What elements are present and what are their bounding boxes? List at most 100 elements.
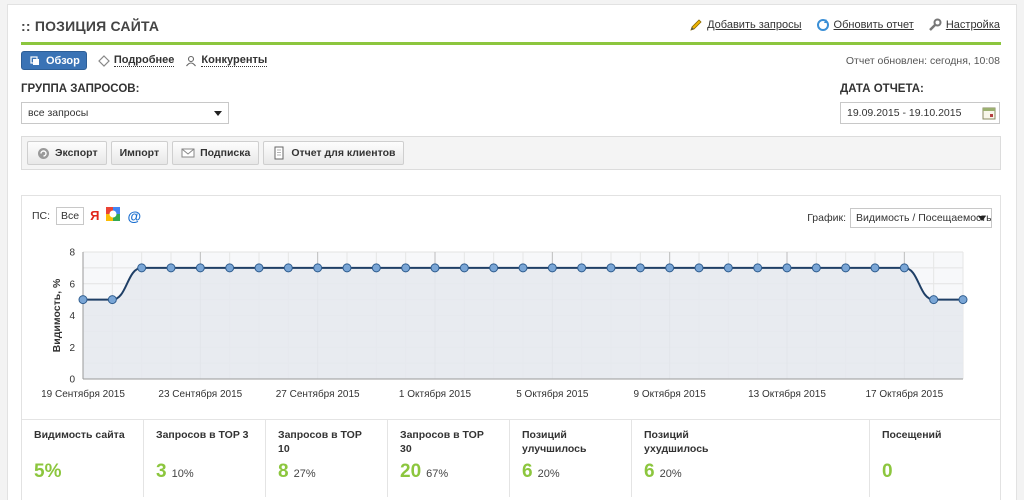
add-queries-link[interactable]: Добавить запросы [689, 18, 802, 32]
stat-percent: 67% [426, 468, 449, 480]
x-tick-label: 1 Октября 2015 [399, 388, 472, 400]
stat-value: 5% [34, 461, 62, 482]
data-point [518, 263, 528, 273]
client-report-button[interactable]: Отчет для клиентов [263, 141, 405, 165]
chevron-down-icon [978, 216, 986, 221]
report-date-field[interactable]: 19.09.2015 - 19.10.2015 [840, 102, 1000, 124]
stat-top3: Запросов в TOP 3 3 10% [144, 420, 266, 497]
stats-row: Видимость сайта 5% Запросов в TOP 3 3 10%… [22, 419, 1000, 497]
actions-toolbar: Экспорт Импорт Подписка Отчет для клиент… [21, 136, 1001, 170]
google-icon[interactable] [105, 206, 121, 225]
y-tick-label: 2 [69, 343, 75, 354]
export-button[interactable]: Экспорт [27, 141, 107, 165]
calendar-icon[interactable] [982, 106, 996, 120]
add-queries-label: Добавить запросы [707, 19, 802, 31]
refresh-report-link[interactable]: Обновить отчет [816, 18, 914, 32]
header-divider [21, 42, 1001, 45]
tab-details[interactable]: Подробнее [97, 54, 175, 68]
mail-icon [181, 146, 195, 160]
report-date-label: ДАТА ОТЧЕТА: [840, 83, 924, 95]
data-point [635, 263, 645, 273]
visibility-chart: 0 2 4 6 8 Видимость, % 19 Сентября 2015 23 Сент… [42, 248, 968, 400]
y-tick-label: 0 [69, 375, 75, 386]
document-icon [272, 146, 286, 160]
data-point [577, 263, 587, 273]
stat-improved: Позиций улучшилось 6 20% [510, 420, 632, 497]
x-tick-label: 19 Сентября 2015 [42, 388, 125, 400]
wrench-icon [928, 18, 942, 32]
data-point [606, 263, 616, 273]
report-tabs: Обзор Подробнее Конкуренты [21, 51, 268, 70]
data-point [958, 295, 968, 305]
export-icon [36, 146, 50, 160]
stat-visibility: Видимость сайта 5% [22, 420, 144, 497]
pencil-icon [689, 18, 703, 32]
export-label: Экспорт [55, 147, 98, 159]
stat-top10: Запросов в TOP 10 8 27% [266, 420, 388, 497]
x-tick-label: 13 Октября 2015 [748, 388, 826, 400]
engine-all-button[interactable]: Все [56, 206, 85, 225]
data-point [841, 263, 851, 273]
y-tick-label: 6 [69, 279, 75, 290]
data-point [811, 263, 821, 273]
data-point [107, 295, 117, 305]
settings-link[interactable]: Настройка [928, 18, 1000, 32]
x-tick-label: 27 Сентября 2015 [276, 388, 360, 400]
subscription-button[interactable]: Подписка [172, 141, 260, 165]
data-point [694, 263, 704, 273]
tab-details-label: Подробнее [113, 54, 175, 67]
report-date-value: 19.09.2015 - 19.10.2015 [847, 107, 962, 119]
tab-overview-label: Обзор [46, 54, 80, 67]
y-tick-label: 4 [69, 311, 75, 322]
graph-type-value: Видимость / Посещаемость [856, 212, 992, 224]
google-logo [106, 207, 121, 221]
client-report-label: Отчет для клиентов [291, 147, 396, 159]
refresh-report-label: Обновить отчет [833, 19, 914, 31]
chevron-down-icon [214, 111, 222, 116]
stat-value: 8 [278, 461, 289, 482]
mail-ru-icon[interactable]: @ [127, 207, 142, 224]
query-group-value: все запросы [28, 107, 89, 119]
stat-label: Запросов в TOP 10 [278, 429, 362, 455]
data-point [929, 295, 939, 305]
data-point [371, 263, 381, 273]
y-axis-label: Видимость, % [51, 278, 63, 352]
import-label: Импорт [119, 147, 160, 159]
stat-label: Посещений [882, 429, 942, 441]
data-point [430, 263, 440, 273]
stat-percent: 20% [659, 468, 682, 480]
data-point [723, 263, 733, 273]
chart-panel: ПС: Все Я @ График: Видимость / Посещаем… [21, 195, 1001, 500]
competitors-icon [184, 54, 198, 68]
stat-declined: Позиций ухудшилось 6 20% [632, 420, 870, 497]
yandex-icon[interactable]: Я [90, 208, 100, 223]
query-group-select[interactable]: все запросы [21, 102, 229, 124]
overview-icon [28, 54, 42, 68]
tab-competitors[interactable]: Конкуренты [184, 54, 268, 68]
stat-top30: Запросов в TOP 30 20 67% [388, 420, 510, 497]
x-tick-label: 23 Сентября 2015 [158, 388, 242, 400]
stat-percent: 27% [293, 468, 316, 480]
graph-type-select[interactable]: Видимость / Посещаемость [850, 208, 992, 228]
stat-value: 6 [522, 461, 533, 482]
ps-label: ПС: [32, 209, 51, 222]
import-button[interactable]: Импорт [110, 141, 169, 165]
page-title: :: ПОЗИЦИЯ САЙТА [21, 18, 160, 34]
data-point [283, 263, 293, 273]
tab-overview[interactable]: Обзор [21, 51, 87, 70]
data-point [782, 263, 792, 273]
stat-value: 0 [882, 461, 893, 482]
stat-label: Позиций улучшилось [522, 429, 587, 455]
data-point [547, 263, 557, 273]
data-point [313, 263, 323, 273]
y-tick-label: 8 [69, 248, 75, 259]
data-point [225, 263, 235, 273]
tab-competitors-label: Конкуренты [201, 54, 268, 67]
refresh-icon [816, 18, 830, 32]
data-point [459, 263, 469, 273]
stat-value: 3 [156, 461, 167, 482]
data-point [78, 295, 88, 305]
x-tick-label: 9 Октября 2015 [634, 388, 707, 400]
x-tick-label: 17 Октября 2015 [865, 388, 943, 400]
settings-label: Настройка [945, 19, 1000, 31]
